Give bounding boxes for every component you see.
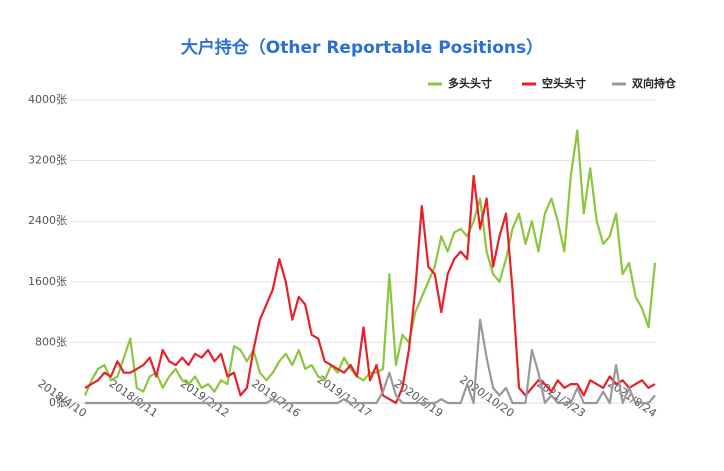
y-tick-label: 2400张 xyxy=(28,214,67,227)
y-tick-label: 800张 xyxy=(35,335,67,348)
series-line xyxy=(83,129,657,396)
x-tick-label: 2020/10/20 xyxy=(457,373,516,420)
legend-label: 多头头寸 xyxy=(448,76,492,90)
y-tick-label: 1600张 xyxy=(28,275,67,288)
legend-label: 空头头寸 xyxy=(542,76,586,90)
x-tick-label: 2018/9/11 xyxy=(107,377,161,420)
series-line xyxy=(84,174,656,405)
x-tick-label: 2018/4/10 xyxy=(35,377,89,420)
y-tick-label: 0张 xyxy=(49,396,67,409)
y-tick-label: 3200张 xyxy=(28,154,67,167)
legend-label: 双向持仓 xyxy=(632,76,677,90)
y-tick-label: 4000张 xyxy=(28,93,67,106)
chart-title: 大户持仓（Other Reportable Positions） xyxy=(181,37,543,58)
x-tick-label: 2019/7/16 xyxy=(249,377,303,420)
series-line xyxy=(85,318,656,405)
